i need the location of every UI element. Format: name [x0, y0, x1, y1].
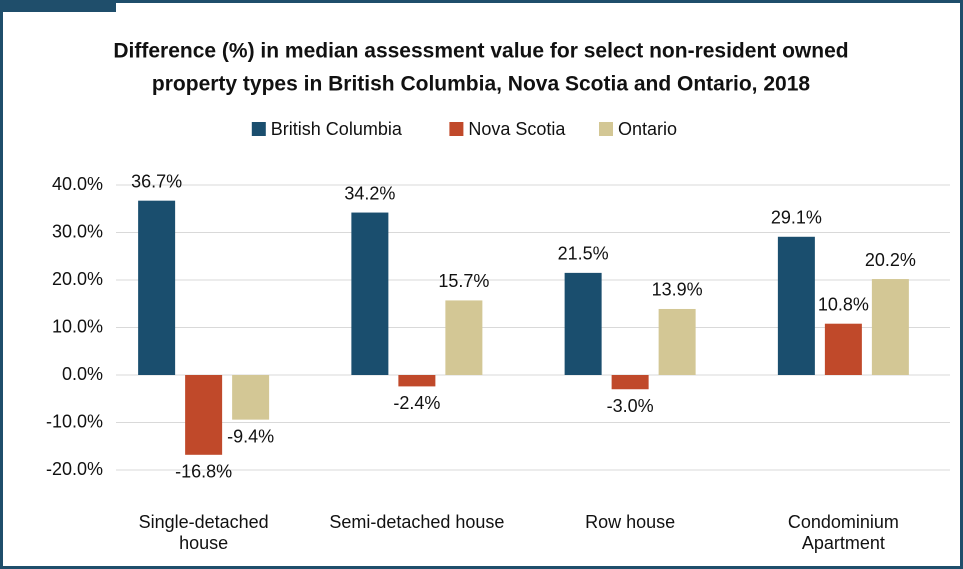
value-label: 29.1%	[771, 208, 822, 228]
value-label: 34.2%	[344, 183, 395, 203]
value-label: -3.0%	[607, 396, 654, 416]
chart-title: Difference (%) in median assessment valu…	[113, 40, 848, 63]
value-label: 36.7%	[131, 171, 182, 191]
value-label: -2.4%	[393, 393, 440, 413]
x-tick-label: Semi-detached house	[329, 512, 505, 532]
bar	[185, 375, 223, 455]
x-tick-label: Condominium Apartment	[787, 512, 899, 553]
legend-swatch	[449, 122, 464, 136]
y-tick-label: -10.0%	[46, 411, 103, 431]
legend-label: British Columbia	[271, 119, 403, 139]
bar	[232, 375, 270, 420]
legend-label: Ontario	[618, 119, 677, 139]
value-label: 13.9%	[652, 280, 703, 300]
value-label: 10.8%	[818, 294, 869, 314]
y-tick-label: -20.0%	[46, 459, 103, 479]
y-tick-label: 20.0%	[52, 269, 103, 289]
y-tick-label: 30.0%	[52, 221, 103, 241]
y-tick-label: 0.0%	[62, 364, 103, 384]
value-label: 20.2%	[865, 250, 916, 270]
y-tick-label: 40.0%	[52, 174, 103, 194]
bar	[138, 200, 176, 375]
bar	[658, 308, 696, 375]
bar	[351, 212, 389, 375]
legend-label: Nova Scotia	[468, 119, 566, 139]
bar	[445, 300, 483, 375]
y-tick-label: 10.0%	[52, 316, 103, 336]
bar	[564, 272, 602, 375]
value-label: -9.4%	[227, 426, 274, 446]
x-tick-label: Single-detached house	[138, 512, 269, 553]
value-label: -16.8%	[175, 462, 232, 482]
bar	[611, 375, 649, 390]
chart-title: property types in British Columbia, Nova…	[152, 73, 810, 96]
legend-swatch	[599, 122, 613, 136]
tab	[0, 0, 116, 12]
bar	[871, 279, 909, 375]
value-label: 15.7%	[438, 271, 489, 291]
bar	[824, 323, 862, 375]
bar	[777, 236, 815, 375]
bar	[398, 375, 436, 387]
x-tick-label: Row house	[585, 512, 676, 532]
value-label: 21.5%	[558, 244, 609, 264]
legend-swatch	[251, 122, 266, 136]
